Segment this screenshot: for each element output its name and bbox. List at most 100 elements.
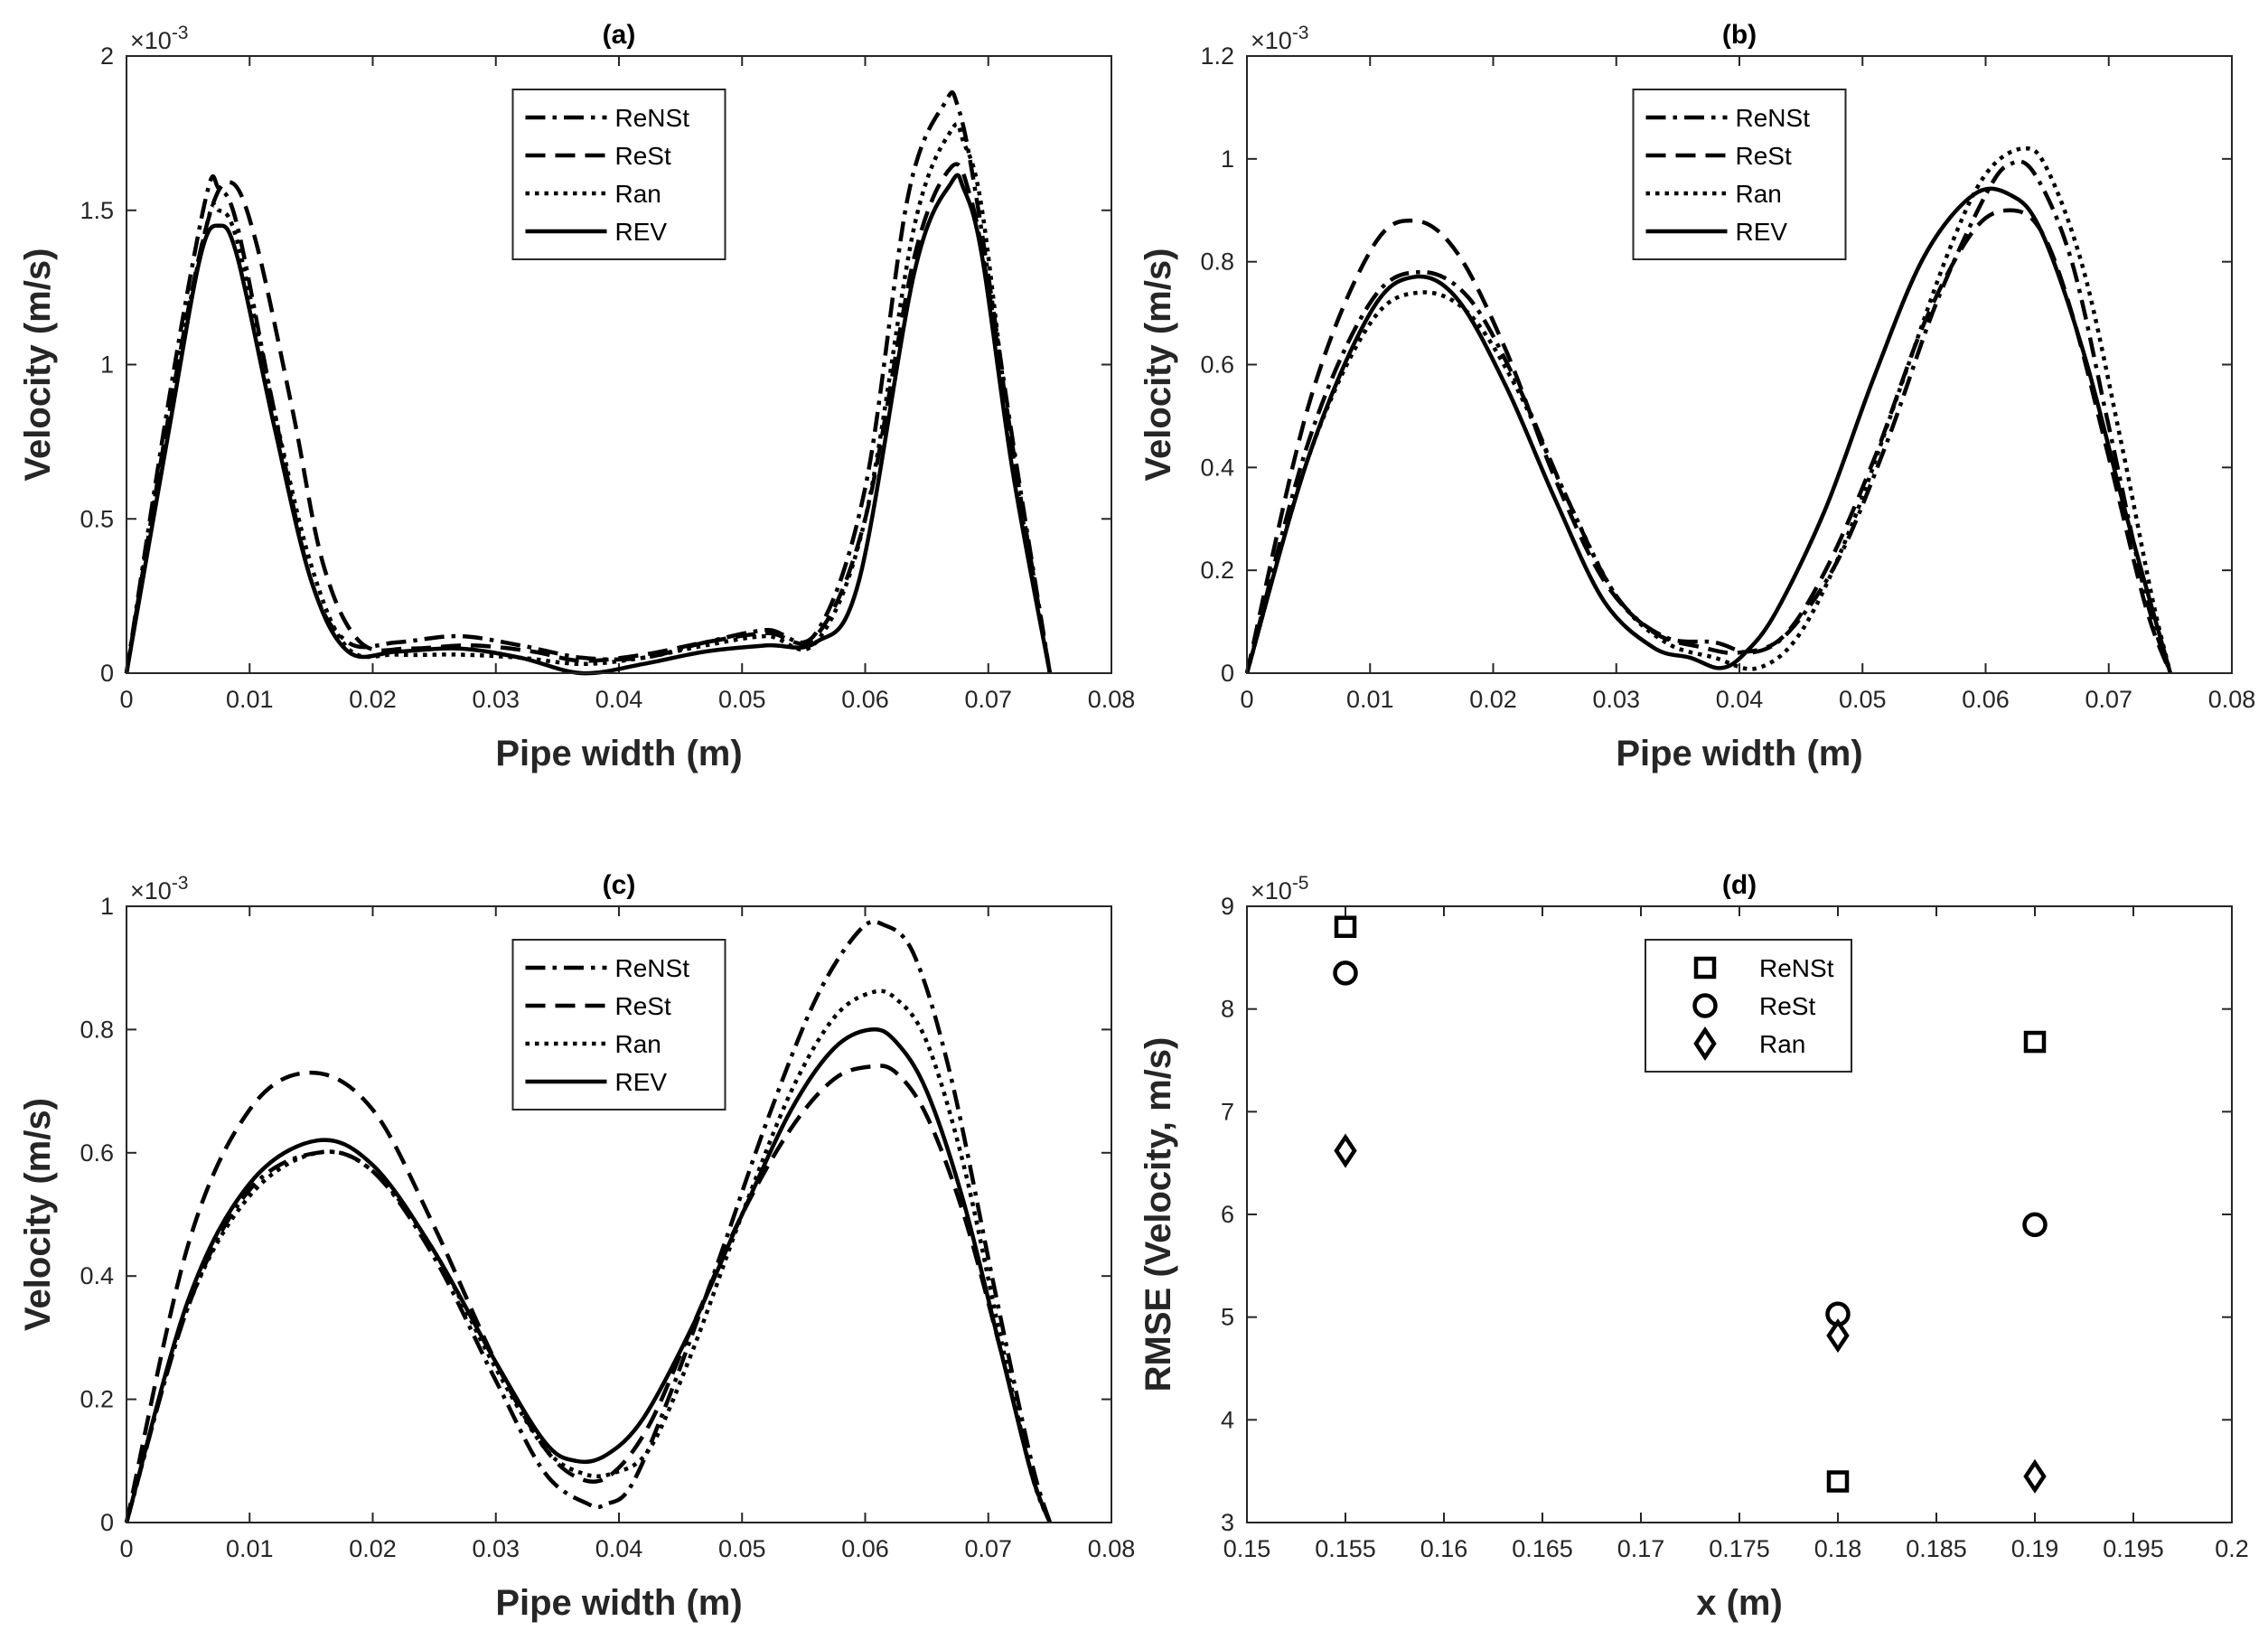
y-tick-label: 1.2 <box>1200 42 1234 70</box>
x-tick-label: 0.155 <box>1315 1535 1376 1562</box>
y-tick-label: 0.2 <box>1200 557 1234 584</box>
y-axis-label: Velocity (m/s) <box>1139 248 1178 482</box>
y-tick-label: 2 <box>100 42 114 70</box>
x-tick-label: 0.08 <box>1088 1535 1136 1562</box>
y-tick-label: 0.8 <box>1200 248 1234 276</box>
legend: ReNSt ReSt Ran <box>1645 939 1852 1073</box>
y-tick-label: 3 <box>1221 1509 1234 1536</box>
axis-multiplier: ×10-5 <box>1251 873 1309 904</box>
axis-multiplier-exponent: -3 <box>172 23 189 43</box>
legend-marker-rest <box>1692 993 1718 1018</box>
series-line-rest <box>124 1064 1053 1523</box>
x-tick-label: 0.05 <box>718 1535 766 1562</box>
y-tick-label: 0.6 <box>1200 351 1234 379</box>
legend-label: Ran <box>615 1030 661 1058</box>
legend-label: REV <box>1736 218 1788 246</box>
series-line-rev <box>124 1026 1053 1523</box>
x-tick-label: 0.07 <box>2085 686 2132 713</box>
x-tick-label: 0.04 <box>595 1535 643 1562</box>
plot-data <box>1333 915 2048 1494</box>
legend-label: ReSt <box>615 142 671 170</box>
y-tick-label: 0.4 <box>1200 454 1234 481</box>
x-axis-label: Pipe width (m) <box>495 734 742 773</box>
axis-multiplier-base: ×10 <box>130 877 172 904</box>
axis-multiplier-base: ×10 <box>1251 877 1292 904</box>
axes-frame <box>126 55 1112 674</box>
x-tick-label: 0.07 <box>964 1535 1012 1562</box>
x-tick-label: 0.02 <box>1469 686 1517 713</box>
x-tick-label: 0 <box>119 686 133 713</box>
legend-label: ReNSt <box>615 104 690 132</box>
x-tick-label: 0.03 <box>1592 686 1640 713</box>
legend-label: Ran <box>1759 1030 1805 1058</box>
legend-box <box>1645 939 1852 1073</box>
x-tick-label: 0.07 <box>964 686 1012 713</box>
x-tick-label: 0.02 <box>349 686 397 713</box>
y-tick-label: 1 <box>100 893 114 920</box>
series-line-ran <box>1244 145 2173 674</box>
x-tick-label: 0.08 <box>1088 686 1136 713</box>
legend-label: REV <box>615 218 668 246</box>
x-tick-label: 0.08 <box>2208 686 2256 713</box>
y-tick-label: 0.8 <box>80 1016 114 1043</box>
series-line-rev <box>1244 186 2173 674</box>
y-tick-label: 4 <box>1221 1406 1234 1433</box>
legend-label: ReSt <box>1759 992 1815 1020</box>
x-tick-label: 0.01 <box>226 1535 274 1562</box>
x-tick-label: 0.15 <box>1223 1535 1271 1562</box>
legend-label: ReSt <box>615 992 671 1020</box>
legend-label: ReNSt <box>1736 104 1811 132</box>
point-ran <box>1334 1133 1357 1168</box>
series-line-renst <box>124 919 1053 1523</box>
legend-marker-renst <box>1693 956 1717 979</box>
series-line-rest <box>1244 208 2173 674</box>
panel-b: 0 0.01 0.02 0.03 0.04 0.05 0.06 0.07 0.08 0 0.2 0.4… <box>1139 20 2255 773</box>
point-rest <box>1333 961 1358 986</box>
point-renst <box>1826 1470 1850 1493</box>
y-tick-label: 0.4 <box>80 1262 114 1289</box>
y-tick-label: 0 <box>100 1509 114 1536</box>
series-line-ran <box>124 989 1053 1523</box>
plot-data <box>124 919 1053 1523</box>
x-axis-label: Pipe width (m) <box>1616 734 1862 773</box>
panel-title: (c) <box>603 870 636 900</box>
x-tick-label: 0.19 <box>2011 1535 2059 1562</box>
x-axis-label: Pipe width (m) <box>495 1583 742 1623</box>
x-tick-label: 0 <box>1240 686 1253 713</box>
x-tick-label: 0.175 <box>1709 1535 1770 1562</box>
axes-frame <box>126 905 1112 1523</box>
panel-title: (d) <box>1722 870 1757 900</box>
x-tick-label: 0.03 <box>472 686 520 713</box>
axis-multiplier-base: ×10 <box>130 27 172 54</box>
point-ran <box>1826 1318 1850 1354</box>
y-tick-label: 1 <box>100 351 114 379</box>
y-tick-label: 0 <box>100 660 114 687</box>
axes-frame <box>1246 55 2233 674</box>
x-tick-label: 0.2 <box>2215 1535 2249 1562</box>
x-tick-label: 0.04 <box>1716 686 1764 713</box>
y-axis-label: RMSE (Velocity, m/s) <box>1139 1037 1178 1392</box>
y-tick-label: 8 <box>1221 996 1234 1023</box>
x-axis-label: x (m) <box>1696 1583 1783 1623</box>
plot-data <box>1244 145 2173 674</box>
x-tick-label: 0 <box>119 1535 133 1562</box>
axis-multiplier: ×10-3 <box>130 873 189 904</box>
axis-multiplier-exponent: -5 <box>1292 873 1309 894</box>
panel-title: (b) <box>1722 20 1757 50</box>
axis-multiplier: ×10-3 <box>1251 23 1309 54</box>
point-rest <box>2022 1212 2048 1238</box>
x-tick-label: 0.185 <box>1906 1535 1967 1562</box>
panel-d: 0.15 0.155 0.16 0.165 0.17 0.175 0.18 0.185 0.19… <box>1139 870 2249 1623</box>
x-tick-label: 0.165 <box>1512 1535 1573 1562</box>
y-tick-label: 0.2 <box>80 1386 114 1413</box>
legend-label: Ran <box>615 180 661 208</box>
point-renst <box>2023 1030 2047 1054</box>
axis-multiplier-exponent: -3 <box>172 873 189 894</box>
x-tick-label: 0.03 <box>472 1535 520 1562</box>
x-tick-label: 0.18 <box>1814 1535 1862 1562</box>
y-tick-label: 1 <box>1221 145 1234 173</box>
y-tick-label: 1.5 <box>80 197 114 224</box>
legend-label: REV <box>615 1068 668 1096</box>
legend-marker-ran <box>1693 1026 1717 1062</box>
